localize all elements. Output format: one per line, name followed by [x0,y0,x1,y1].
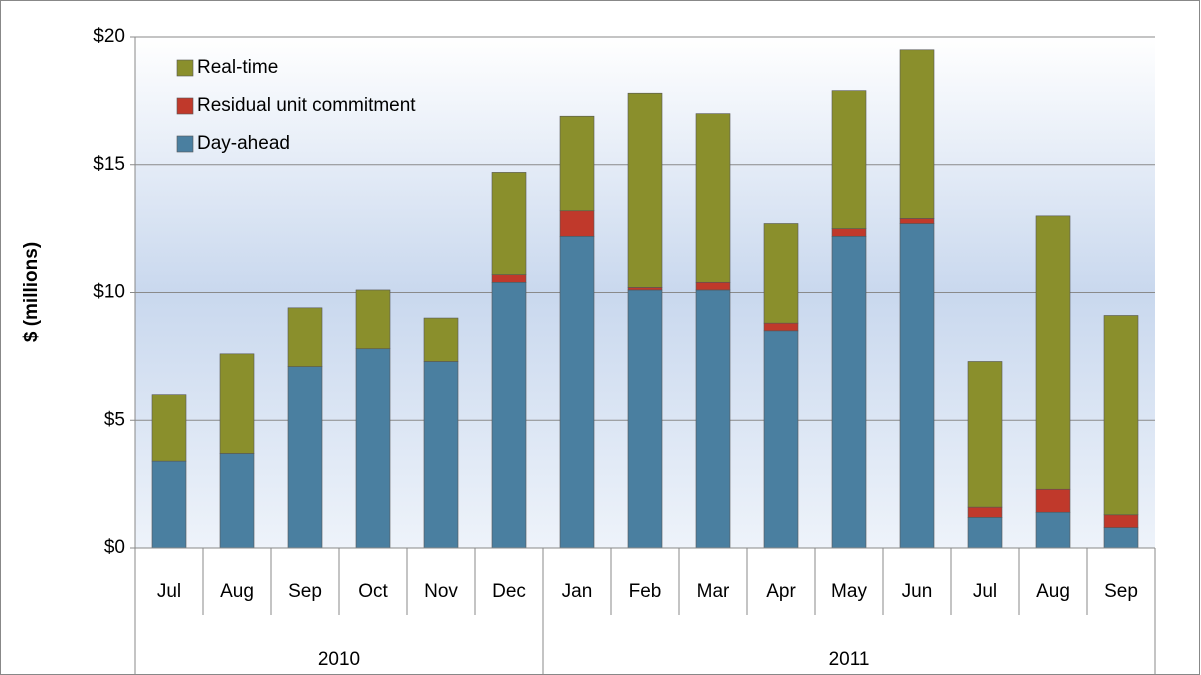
bar-segment [763,223,799,324]
bar-segment [151,394,187,462]
bar-segment [1103,527,1139,549]
bar-segment [695,281,731,291]
x-tick-label: Jan [562,581,593,602]
x-tick-label: Jul [973,581,997,602]
x-tick-label: Sep [1104,581,1138,602]
bar-segment [627,92,663,288]
bar-segment [219,353,255,454]
x-tick-label: Aug [1036,581,1070,602]
group-label: 2010 [318,649,360,670]
bar-segment [559,235,595,549]
x-tick-label: Dec [492,581,526,602]
bar-segment [559,115,595,212]
bar-segment [1035,488,1071,513]
x-tick-label: Jun [902,581,933,602]
bar-segment [695,113,731,283]
bar-segment [1035,511,1071,549]
y-tick-label: $20 [93,26,125,47]
bar-segment [967,517,1003,549]
x-tick-label: Apr [766,581,796,602]
bar-segment [355,348,391,549]
y-axis-label: $ (millions) [21,242,42,342]
legend-swatch [176,97,194,115]
bar-segment [151,460,187,549]
bar-segment [1103,514,1139,528]
legend-label: Day-ahead [197,133,290,154]
bar-segment [763,330,799,549]
x-tick-label: May [831,581,867,602]
legend-swatch [176,135,194,153]
x-tick-label: Aug [220,581,254,602]
x-tick-label: Oct [358,581,388,602]
bar-segment [967,506,1003,518]
bar-segment [899,49,935,219]
bar-segment [491,274,527,283]
x-tick-label: Feb [629,581,662,602]
x-tick-label: Jul [157,581,181,602]
bar-segment [1035,215,1071,490]
bar-segment [219,453,255,549]
bar-segment [763,322,799,332]
bar-segment [287,307,323,367]
bar-segment [695,289,731,549]
bar-segment [423,317,459,362]
bar-segment [287,366,323,549]
bar-segment [899,218,935,224]
legend-label: Residual unit commitment [197,95,416,116]
y-tick-label: $0 [104,537,125,558]
bar-segment [491,172,527,275]
x-tick-label: Mar [697,581,730,602]
bar-segment [491,281,527,549]
bar-segment [831,90,867,229]
bar-segment [355,289,391,350]
bar-segment [831,228,867,237]
bar-segment [831,235,867,549]
bar-segment [559,210,595,237]
x-tick-label: Sep [288,581,322,602]
bar-segment [1103,315,1139,516]
y-tick-label: $15 [93,154,125,175]
legend-label: Real-time [197,57,278,78]
bar-segment [627,287,663,291]
legend-swatch [176,59,194,77]
x-tick-label: Nov [424,581,458,602]
bar-segment [423,361,459,549]
bar-segment [967,361,1003,508]
bar-segment [899,223,935,549]
bar-segment [627,289,663,549]
group-label: 2011 [829,649,870,670]
y-tick-label: $10 [93,282,125,303]
y-tick-label: $5 [104,409,125,430]
